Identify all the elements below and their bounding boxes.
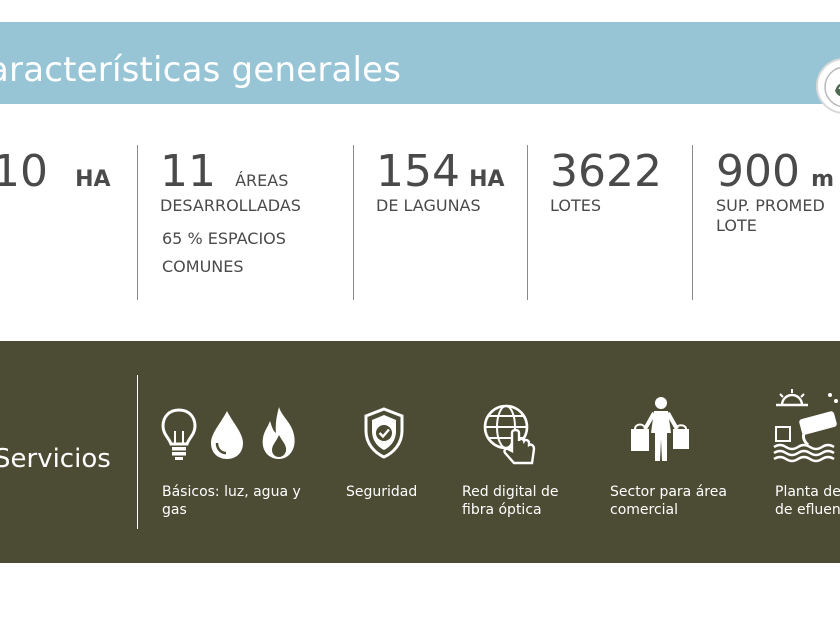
flame-icon <box>262 407 295 459</box>
stat-divider <box>137 145 138 300</box>
stat-value: 3622 <box>550 146 662 197</box>
stat-label: LOTE <box>716 216 757 235</box>
service-label-effluent-plant: Planta de de efluen <box>775 484 840 518</box>
page-title: aracterísticas generales <box>0 50 402 90</box>
stat-unit: m <box>811 167 835 192</box>
stat-lot-size: 900 m SUP. PROMED LOTE <box>716 148 834 236</box>
stat-divider <box>527 145 528 300</box>
stat-value: 10 <box>0 146 48 197</box>
stat-value: 11 <box>160 146 216 197</box>
logo-emblem-icon <box>824 66 840 108</box>
stat-unit: HA <box>469 167 505 192</box>
stat-hectares: 10 HA <box>0 148 111 196</box>
globe-hand-icon <box>483 404 536 465</box>
stat-lagoons: 154 HA DE LAGUNAS <box>376 148 505 216</box>
stat-value: 900 <box>716 146 800 197</box>
stat-label: DESARROLLADAS <box>160 196 301 215</box>
stat-label: 65 % ESPACIOS <box>162 229 286 248</box>
service-label-security: Seguridad <box>346 484 418 500</box>
services-band: Servicios <box>0 341 840 563</box>
shield-check-icon <box>364 407 404 459</box>
shopper-icon <box>631 397 689 461</box>
stat-unit: ÁREAS <box>235 171 289 190</box>
water-drop-icon <box>211 411 243 459</box>
services-divider <box>137 375 138 529</box>
stat-lots: 3622 LOTES <box>550 148 662 216</box>
stat-label: DE LAGUNAS <box>376 196 481 215</box>
service-label-fiber: Red digital de fibra óptica <box>462 484 559 518</box>
stat-divider <box>692 145 693 300</box>
stat-unit: HA <box>75 167 111 192</box>
stat-divider <box>353 145 354 300</box>
stat-label: LOTES <box>550 196 601 215</box>
stat-value: 154 <box>376 146 460 197</box>
treatment-plant-icon <box>773 389 838 463</box>
stat-label: COMUNES <box>162 257 244 276</box>
services-title: Servicios <box>0 444 111 474</box>
service-label-basics: Básicos: luz, agua y gas <box>162 484 301 518</box>
stat-areas: 11 ÁREAS DESARROLLADAS 65 % ESPACIOS COM… <box>160 148 301 277</box>
lightbulb-icon <box>161 408 197 460</box>
service-label-commercial: Sector para área comercial <box>610 484 727 518</box>
header-band <box>0 22 840 104</box>
stat-label: SUP. PROMED <box>716 196 825 215</box>
